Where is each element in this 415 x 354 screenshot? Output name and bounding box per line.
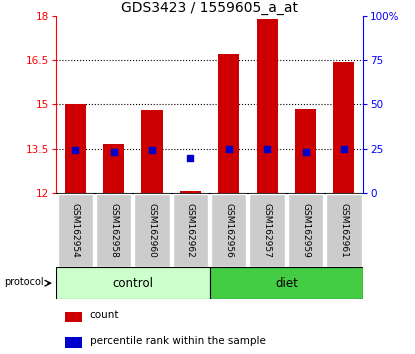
Text: count: count (90, 310, 119, 320)
Bar (333, 62, 354, 193)
FancyBboxPatch shape (210, 267, 363, 299)
Point (264, 146, 271, 152)
Text: GSM162961: GSM162961 (339, 202, 349, 258)
FancyBboxPatch shape (96, 194, 131, 267)
Text: GSM162954: GSM162954 (71, 203, 80, 257)
FancyBboxPatch shape (288, 194, 323, 267)
Text: control: control (112, 277, 153, 290)
Point (110, 149, 117, 154)
FancyBboxPatch shape (134, 194, 170, 267)
Bar (103, 144, 124, 193)
Text: diet: diet (275, 277, 298, 290)
Text: percentile rank within the sample: percentile rank within the sample (90, 336, 266, 346)
Bar (65, 312, 82, 322)
FancyBboxPatch shape (173, 194, 208, 267)
Bar (142, 110, 163, 193)
Title: GDS3423 / 1559605_a_at: GDS3423 / 1559605_a_at (121, 1, 298, 15)
FancyBboxPatch shape (56, 267, 210, 299)
FancyBboxPatch shape (326, 194, 361, 267)
Point (225, 146, 232, 152)
Text: GSM162962: GSM162962 (186, 203, 195, 257)
Bar (65, 337, 82, 348)
Text: protocol: protocol (5, 276, 44, 287)
Point (72, 147, 78, 153)
Bar (65, 104, 86, 193)
Text: GSM162957: GSM162957 (263, 202, 272, 258)
Bar (218, 54, 239, 193)
Text: GSM162959: GSM162959 (301, 202, 310, 258)
Text: GSM162960: GSM162960 (147, 202, 156, 258)
Text: GSM162956: GSM162956 (224, 202, 233, 258)
FancyBboxPatch shape (249, 194, 285, 267)
Bar (256, 19, 278, 193)
Bar (180, 192, 201, 193)
FancyBboxPatch shape (58, 194, 93, 267)
Point (341, 146, 347, 152)
Point (187, 155, 194, 160)
Point (302, 149, 309, 154)
Text: GSM162958: GSM162958 (109, 202, 118, 258)
FancyBboxPatch shape (211, 194, 247, 267)
Bar (295, 109, 316, 193)
Point (149, 147, 155, 152)
